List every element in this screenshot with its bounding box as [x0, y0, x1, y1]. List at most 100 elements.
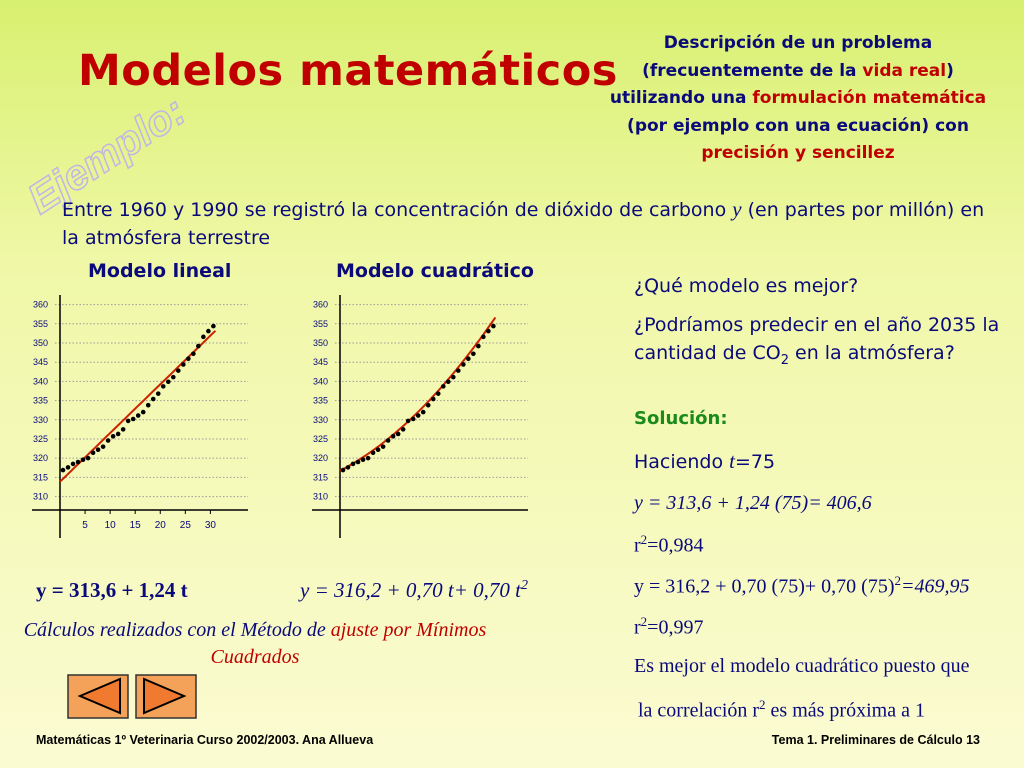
text: (frecuentemente de la [642, 60, 863, 81]
data-point [130, 416, 136, 422]
data-point [345, 465, 351, 470]
y-tick-label: 335 [313, 396, 328, 406]
data-point [420, 409, 426, 415]
text: Es mejor el modelo cuadrático puesto que [634, 655, 970, 677]
data-point [486, 328, 491, 334]
text: ¿Qué modelo es mejor? [634, 275, 859, 297]
data-point [380, 444, 386, 449]
y-tick-label: 320 [313, 453, 328, 463]
data-point [181, 362, 186, 367]
note: Cálculos realizados con el Método de aju… [20, 617, 490, 671]
solution-heading: Solución: [634, 408, 728, 429]
text: es más próxima a 1 [765, 699, 925, 722]
data-point [191, 351, 196, 357]
y-tick-label: 310 [313, 492, 328, 502]
equation: y = 313,6 + 1,24 t [36, 578, 188, 603]
text: ajuste por Mínimos Cuadrados [210, 619, 487, 668]
x-tick-label: 20 [155, 520, 167, 531]
text: en la atmósfera? [788, 342, 955, 364]
y-tick-label: 315 [313, 472, 328, 482]
text: r [634, 534, 641, 557]
slide-title: Modelos matemáticos [78, 46, 618, 96]
text: ¿Podríamos predecir en el año 2035 la ca… [634, 314, 1000, 364]
y-tick-label: 330 [33, 415, 48, 425]
data-point [211, 323, 216, 329]
data-point [206, 328, 211, 334]
text: Cálculos realizados con el Método de [23, 619, 331, 641]
text: y [732, 197, 742, 221]
data-point [95, 447, 101, 453]
text: =0,984 [647, 534, 704, 557]
text: 2 [759, 697, 766, 712]
text: 2 [640, 614, 648, 629]
text: 2 [521, 578, 529, 593]
data-point [110, 433, 116, 439]
data-point [435, 391, 441, 396]
data-point [120, 427, 126, 432]
data-point [85, 455, 91, 461]
text: y = 313,6 + 1,24 t [36, 578, 188, 602]
x-tick-label: 5 [82, 520, 88, 531]
fit-line [339, 316, 497, 472]
text: t [729, 449, 735, 473]
text: 2 [780, 352, 789, 368]
data-point [400, 427, 406, 432]
data-point [350, 461, 356, 467]
text: la correlación r [638, 699, 760, 722]
text: y = 316,2 + 0,70 (75)+ 0,70 (75) [634, 575, 895, 598]
nav-next[interactable] [135, 674, 197, 719]
data-point [440, 384, 446, 389]
y-tick-label: 335 [33, 396, 48, 406]
nav-prev[interactable] [67, 674, 129, 719]
text: y = 313,6 + 1,24 (75)= 406,6 [634, 492, 872, 514]
chart-title: Modelo lineal [88, 260, 232, 282]
y-tick-label: 320 [33, 453, 48, 463]
intro: Entre 1960 y 1990 se registró la concent… [62, 195, 1002, 252]
data-point [160, 384, 166, 389]
data-point [201, 334, 206, 340]
data-point [445, 379, 451, 385]
text: vida real [862, 60, 947, 81]
y-tick-label: 360 [33, 300, 48, 310]
y-tick-label: 325 [313, 434, 328, 444]
data-point [395, 431, 401, 437]
data-point [135, 413, 141, 418]
solution-line: r2=0,984 [634, 532, 1024, 558]
y-tick-label: 355 [313, 319, 328, 329]
data-point [150, 396, 156, 402]
data-point [456, 368, 461, 373]
text: =0,997 [647, 616, 704, 639]
data-point [405, 418, 411, 424]
data-point [170, 374, 176, 380]
description-line: (por ejemplo con una ecuación) con [575, 113, 1021, 141]
data-point [365, 455, 371, 461]
y-tick-label: 310 [33, 492, 48, 502]
data-point [491, 323, 496, 329]
data-point [375, 447, 381, 453]
data-point [90, 450, 96, 456]
data-point [65, 465, 71, 470]
text: r [634, 616, 641, 639]
text: =469,95 [900, 575, 970, 598]
data-point [390, 433, 396, 439]
question: ¿Qué modelo es mejor? [634, 272, 1024, 300]
data-point [360, 457, 366, 463]
y-tick-label: 360 [313, 300, 328, 310]
description-line: utilizando una formulación matemática [575, 85, 1021, 113]
y-tick-label: 355 [33, 319, 48, 329]
description-line: Descripción de un problema [575, 30, 1021, 58]
text: ) [946, 60, 954, 81]
solution-line: y = 316,2 + 0,70 (75)+ 0,70 (75)2=469,95 [634, 573, 1024, 599]
data-point [425, 402, 431, 408]
y-tick-label: 350 [33, 338, 48, 348]
text: Descripción de un problema [663, 33, 933, 53]
data-point [466, 356, 471, 362]
y-tick-label: 325 [33, 434, 48, 444]
solution-line: Es mejor el modelo cuadrático puesto que [634, 655, 1024, 678]
data-point [430, 396, 436, 402]
data-point [385, 438, 391, 443]
data-point [176, 368, 181, 373]
data-point [140, 409, 146, 415]
